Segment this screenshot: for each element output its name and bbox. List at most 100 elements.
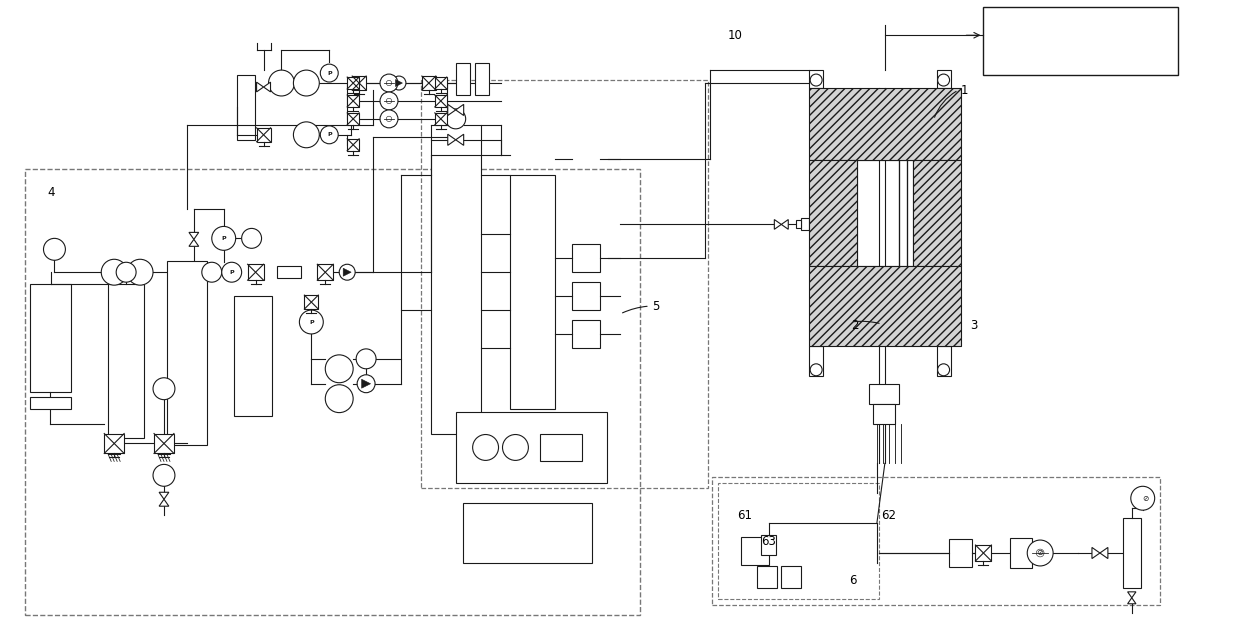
Circle shape [320,64,339,82]
Circle shape [320,126,339,144]
Circle shape [212,227,236,251]
Polygon shape [1127,592,1136,598]
Bar [435,95,446,107]
Polygon shape [159,499,169,506]
Bar [347,139,360,151]
Circle shape [502,435,528,460]
Polygon shape [188,232,198,240]
Circle shape [117,262,136,282]
Bar [475,63,489,95]
Circle shape [937,74,950,86]
Bar [108,284,144,439]
Circle shape [810,364,822,375]
Circle shape [325,384,353,413]
Text: 10: 10 [728,29,743,42]
Polygon shape [1092,547,1100,558]
Circle shape [222,262,242,282]
Circle shape [294,122,320,147]
Bar [435,113,446,125]
Bar [810,70,823,88]
Bar [30,284,72,392]
Circle shape [387,80,392,86]
Bar [1123,518,1141,588]
Polygon shape [1100,547,1107,558]
Bar [278,266,301,278]
Text: P: P [229,270,234,275]
Circle shape [1131,486,1154,510]
Bar [317,264,334,280]
Bar [572,320,600,348]
Text: P: P [327,132,331,137]
Bar [936,346,951,375]
Polygon shape [774,220,781,229]
Polygon shape [456,104,464,115]
Circle shape [379,92,398,110]
Bar [257,128,270,142]
Text: 6: 6 [849,574,857,587]
Bar [810,88,961,160]
Text: P: P [309,319,314,325]
Bar [949,539,972,567]
Bar [541,433,582,461]
Polygon shape [159,492,169,499]
Bar [347,95,360,107]
Polygon shape [781,220,789,229]
Text: ⊘: ⊘ [1037,549,1044,558]
Bar [154,433,174,453]
Text: 1: 1 [961,84,968,97]
Text: P: P [222,236,226,241]
Bar [30,397,72,409]
Polygon shape [396,80,403,86]
Bar [873,404,895,424]
Bar [420,80,708,488]
Bar [463,503,593,563]
Bar [456,63,470,95]
Circle shape [242,229,262,249]
Bar [718,483,879,599]
Bar [511,175,556,409]
Bar [810,346,823,375]
Bar [304,295,319,309]
Bar [1011,538,1032,568]
Bar [572,282,600,310]
Polygon shape [257,82,264,92]
Polygon shape [448,104,456,115]
Circle shape [128,260,153,285]
Text: 5: 5 [652,299,660,312]
Circle shape [43,238,66,260]
Bar [761,535,776,555]
Bar [810,266,961,346]
Circle shape [340,264,355,280]
Circle shape [356,349,376,369]
Circle shape [472,435,498,460]
Circle shape [379,74,398,92]
Bar [167,261,207,446]
Polygon shape [362,379,371,388]
Polygon shape [343,269,351,276]
Text: 3: 3 [971,319,978,332]
Bar [976,545,992,561]
Circle shape [153,464,175,486]
Bar [801,218,810,231]
Circle shape [294,70,320,96]
Polygon shape [264,82,270,92]
Bar [233,296,272,415]
Text: 62: 62 [880,509,895,522]
Circle shape [387,99,392,104]
Bar [983,7,1178,75]
Polygon shape [456,134,464,146]
Circle shape [102,260,128,285]
Bar [810,160,857,266]
Bar [758,566,777,588]
Bar [936,70,951,88]
Bar [347,77,360,89]
Bar [422,76,435,90]
Bar [572,244,600,272]
Bar [248,264,264,280]
Polygon shape [1127,598,1136,604]
Circle shape [153,378,175,400]
Text: P: P [327,71,331,75]
Circle shape [379,110,398,128]
Circle shape [387,116,392,122]
Circle shape [325,355,353,383]
